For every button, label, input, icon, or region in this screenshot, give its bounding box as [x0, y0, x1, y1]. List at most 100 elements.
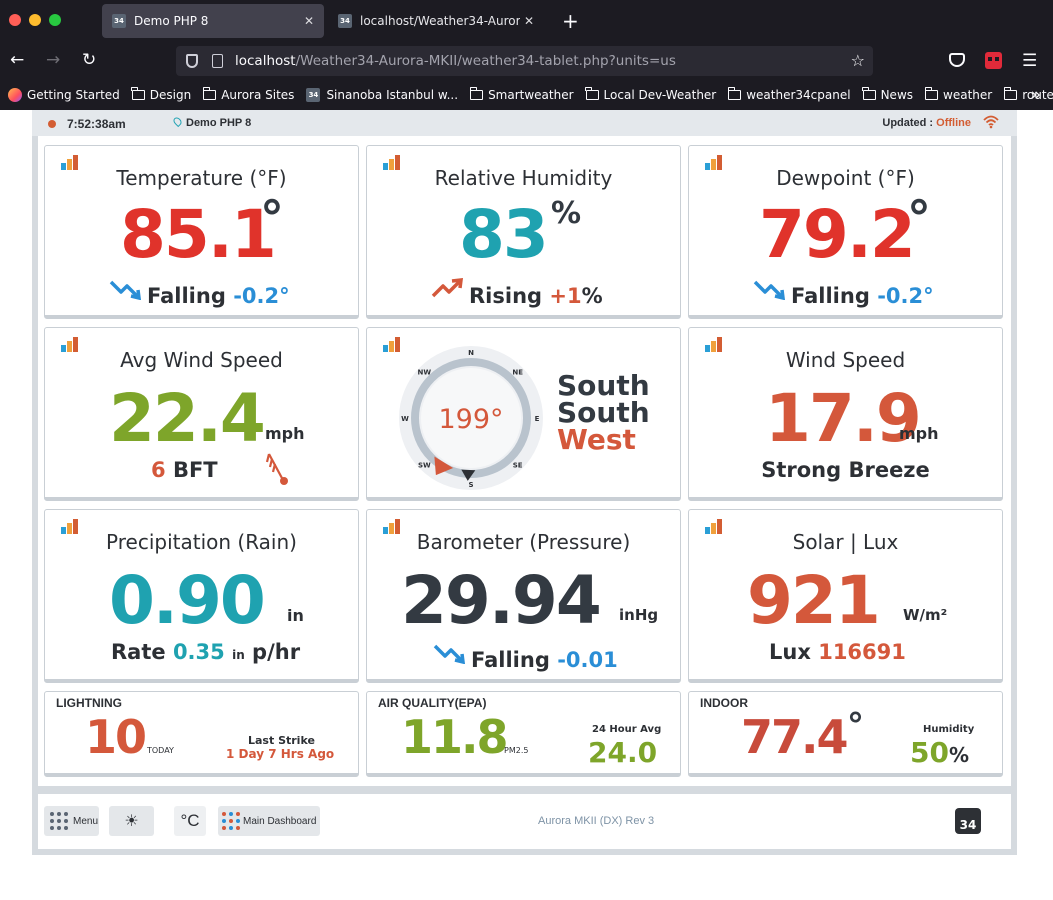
last-strike-value: 1 Day 7 Hrs Ago — [226, 747, 335, 761]
pocket-icon[interactable] — [949, 53, 965, 67]
bookmark-getting-started[interactable]: Getting Started — [8, 88, 120, 102]
new-tab-button[interactable]: + — [562, 9, 579, 33]
chart-icon[interactable] — [383, 336, 401, 352]
bookmark-label: weather — [943, 88, 993, 102]
chevron-right-icon[interactable]: » — [1030, 85, 1041, 105]
wind-speed-unit: mph — [899, 424, 939, 443]
last-strike-label: Last Strike — [248, 734, 315, 747]
reload-icon[interactable]: ↻ — [82, 50, 97, 70]
bookmark-router[interactable]: router — [1003, 87, 1053, 102]
url-text[interactable]: localhost/Weather34-Aurora-MKII/weather3… — [235, 53, 676, 69]
direction-line-2: South — [557, 396, 650, 429]
bookmark-weather[interactable]: weather — [924, 87, 993, 102]
rain-rate: Rate 0.35 in p/hr — [111, 640, 300, 664]
url-bar[interactable]: localhost/Weather34-Aurora-MKII/weather3… — [176, 46, 873, 76]
folder-icon — [202, 87, 217, 100]
trend-change-unit: % — [581, 284, 603, 308]
air-quality-card[interactable]: AIR QUALITY(EPA) 11.8 PM2.5 24 Hour Avg … — [366, 691, 681, 777]
shield-icon[interactable] — [186, 54, 198, 68]
tab-demo-php[interactable]: 34 Demo PHP 8 ✕ — [102, 4, 324, 38]
weather34-favicon-icon: 34 — [112, 14, 126, 28]
chart-icon[interactable] — [705, 336, 723, 352]
compass-pointer — [434, 456, 476, 481]
status-strip: 7:52:38am Demo PHP 8 Updated : Offline — [32, 110, 1017, 136]
station-name: Demo PHP 8 — [186, 117, 252, 129]
direction-line-1: South — [557, 369, 650, 402]
nav-bar: ← → ↻ localhost/Weather34-Aurora-MKII/we… — [0, 42, 1053, 80]
main-dashboard-button[interactable]: Main Dashboard — [218, 806, 320, 836]
folder-icon — [585, 87, 599, 100]
page-info-icon[interactable] — [212, 54, 223, 68]
hamburger-menu-icon[interactable]: ☰ — [1022, 51, 1038, 71]
bookmark-label: News — [880, 88, 914, 102]
indoor-card[interactable]: INDOOR 77.4 ° Humidity 50% — [688, 691, 1003, 777]
bookmark-star-icon[interactable]: ☆ — [850, 51, 865, 70]
rate-suffix: p/hr — [252, 640, 301, 664]
bookmark-smartweather[interactable]: Smartweather — [469, 87, 574, 102]
window-maximize-button[interactable] — [49, 14, 61, 26]
compass-labels: N NE E SE S SW W NW — [401, 349, 539, 489]
avg-wind-card[interactable]: Avg Wind Speed 22.4 mph 6 BFT — [44, 327, 359, 501]
bookmark-news[interactable]: News — [862, 87, 914, 102]
bookmark-design[interactable]: Design — [131, 87, 191, 102]
compass-label-ne: NE — [512, 368, 523, 376]
chart-icon[interactable] — [61, 154, 79, 170]
dewpoint-card[interactable]: Dewpoint (°F) 79.2 ° Falling -0.2° — [688, 145, 1003, 319]
units-toggle-button[interactable]: °C — [174, 806, 206, 836]
wind-speed-card[interactable]: Wind Speed 17.9 mph Strong Breeze — [688, 327, 1003, 501]
browser-chrome: 34 Demo PHP 8 ✕ 34 localhost/Weather34-A… — [0, 0, 1053, 110]
extension-icon[interactable] — [985, 52, 1002, 69]
back-arrow-icon[interactable]: ← — [10, 50, 25, 70]
chart-icon[interactable] — [61, 336, 79, 352]
sun-icon: ☀ — [124, 813, 139, 830]
bookmark-label: Local Dev-Weather — [603, 88, 717, 102]
panel-area: Temperature (°F) 85.1 ° Falling -0.2° Re… — [38, 136, 1011, 786]
lux-label: Lux — [769, 640, 811, 664]
lightning-period: TODAY — [147, 746, 174, 755]
tab-localhost[interactable]: 34 localhost/Weather34-Aurora-MKII ✕ — [330, 4, 542, 38]
compass-label-w: W — [401, 415, 409, 423]
wind-degrees: 199° — [438, 404, 503, 435]
window-close-button[interactable] — [9, 14, 21, 26]
weather34-logo-icon[interactable]: 34 — [955, 808, 981, 834]
bookmark-local-dev[interactable]: Local Dev-Weather — [585, 87, 717, 102]
trend-change: -0.2° — [233, 284, 290, 308]
trend-label: Falling — [791, 284, 870, 308]
chart-icon[interactable] — [705, 518, 723, 534]
solar-card[interactable]: Solar | Lux 921 W/m² Lux 116691 — [688, 509, 1003, 683]
rain-card[interactable]: Precipitation (Rain) 0.90 in Rate 0.35 i… — [44, 509, 359, 683]
chart-icon[interactable] — [383, 154, 401, 170]
bookmark-sinanoba[interactable]: 34 Sinanoba Istanbul w... — [306, 88, 458, 102]
card-title: Dewpoint (°F) — [776, 166, 915, 190]
wind-direction-card[interactable]: N NE E SE S SW W NW 199° South South West — [366, 327, 681, 501]
window-minimize-button[interactable] — [29, 14, 41, 26]
menu-button[interactable]: Menu — [44, 806, 99, 836]
chart-icon[interactable] — [383, 518, 401, 534]
chart-icon[interactable] — [61, 518, 79, 534]
folder-icon — [1003, 87, 1018, 100]
trend-change: +1 — [549, 284, 582, 308]
direction-line-3: West — [557, 423, 636, 456]
indoor-value: 77.4 — [741, 710, 848, 764]
compass-label-se: SE — [513, 462, 523, 470]
chart-icon[interactable] — [705, 154, 723, 170]
degree-symbol: ° — [260, 191, 284, 247]
bookmark-weather34cpanel[interactable]: weather34cpanel — [727, 87, 851, 102]
forward-arrow-icon[interactable]: → — [46, 50, 61, 70]
trend-label: Falling — [471, 648, 550, 672]
lightning-card[interactable]: LIGHTNING 10 TODAY Last Strike 1 Day 7 H… — [44, 691, 359, 777]
beaufort: 6 BFT — [151, 458, 218, 482]
humidity-card[interactable]: Relative Humidity 83 % Rising +1% — [366, 145, 681, 319]
folder-icon — [469, 87, 484, 100]
rain-unit: in — [287, 606, 304, 625]
tab-close-icon[interactable]: ✕ — [523, 14, 534, 28]
theme-toggle-button[interactable]: ☀ — [109, 806, 154, 836]
avg-wind-unit: mph — [265, 424, 305, 443]
bookmark-aurora-sites[interactable]: Aurora Sites — [202, 87, 294, 102]
temperature-card[interactable]: Temperature (°F) 85.1 ° Falling -0.2° — [44, 145, 359, 319]
compass-label-sw: SW — [418, 462, 431, 470]
tab-close-icon[interactable]: ✕ — [303, 14, 314, 28]
barometer-card[interactable]: Barometer (Pressure) 29.94 inHg Falling … — [366, 509, 681, 683]
bookmark-label: Sinanoba Istanbul w... — [326, 88, 459, 102]
url-host: localhost — [235, 53, 296, 69]
